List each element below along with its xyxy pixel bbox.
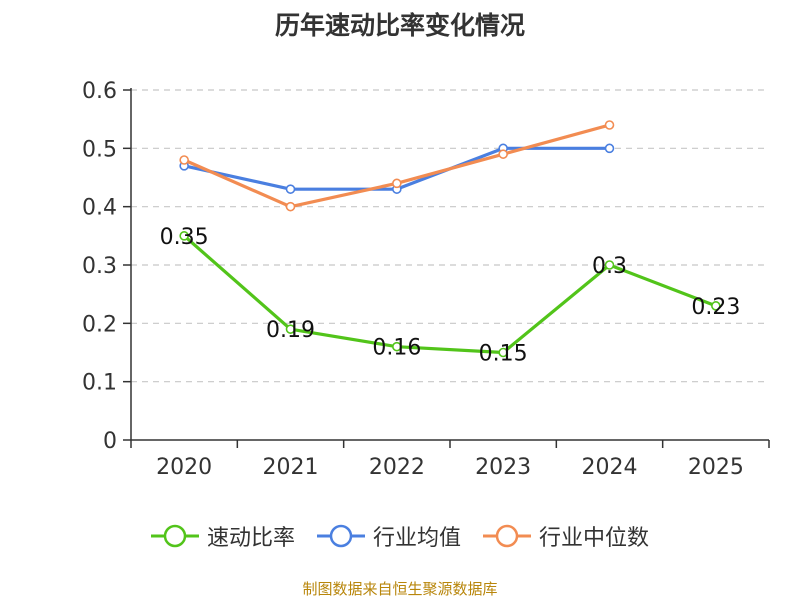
data-label: 0.35 <box>160 225 209 250</box>
y-tick-label: 0.2 <box>82 312 117 337</box>
data-labels: 0.35 0.19 0.16 0.15 0.3 0.23 <box>160 225 741 367</box>
legend-marker <box>495 524 519 548</box>
data-point-2 <box>498 149 508 159</box>
x-tick-label: 2020 <box>156 455 212 480</box>
chart-title: 历年速动比率变化情况 <box>274 11 525 40</box>
y-tick-label: 0.3 <box>82 254 117 279</box>
data-point-2 <box>179 155 189 165</box>
x-tick-label: 2024 <box>582 455 638 480</box>
x-tick-label: 2025 <box>688 455 744 480</box>
data-label: 0.3 <box>592 254 627 279</box>
data-label: 0.19 <box>266 318 315 343</box>
y-tick-label: 0 <box>103 429 117 454</box>
legend-swatch-icon <box>316 524 365 548</box>
series-line-2 <box>183 123 610 209</box>
data-point-2 <box>285 201 296 212</box>
y-tick-label: 0.1 <box>82 371 117 396</box>
y-tick-label: 0.5 <box>82 137 117 162</box>
data-label: 0.15 <box>479 342 528 367</box>
data-point-2 <box>392 178 402 189</box>
legend-swatch-icon <box>150 524 199 548</box>
x-tick-label: 2022 <box>369 455 425 480</box>
data-label: 0.16 <box>372 336 421 361</box>
legend-label: 速动比率 <box>206 526 295 551</box>
y-tick-label: 0.4 <box>82 196 117 221</box>
legend-label: 行业均值 <box>372 526 461 551</box>
series-line-0 <box>183 234 717 355</box>
data-point-0 <box>285 324 296 334</box>
legend-swatch-icon <box>483 524 531 548</box>
legend-item[interactable]: 速动比率 <box>150 520 295 552</box>
data-point-1 <box>285 184 296 194</box>
legend-marker <box>163 524 187 548</box>
source-note: 制图数据来自恒生聚源数据库 <box>302 580 498 598</box>
legend: 速动比率 行业均值 行业中位数 <box>0 518 800 554</box>
data-point-0 <box>392 341 402 352</box>
y-tick-label: 0.6 <box>82 79 117 104</box>
x-tick-label: 2021 <box>263 455 319 480</box>
gridlines <box>131 89 769 383</box>
data-point-2 <box>604 120 615 130</box>
data-point-0 <box>179 231 189 241</box>
legend-label: 行业中位数 <box>539 526 650 551</box>
data-label: 0.23 <box>691 295 740 320</box>
data-point-0 <box>604 260 615 270</box>
x-tick-label: 2023 <box>475 455 531 480</box>
legend-item[interactable]: 行业均值 <box>316 520 461 552</box>
data-point-0 <box>711 301 721 311</box>
axes: 0 0.1 0.2 0.3 0.4 0.5 0.6 2020 2021 2022 2023 2024 2… <box>82 79 770 480</box>
legend-marker <box>329 524 353 548</box>
data-point-0 <box>498 347 508 358</box>
legend-item[interactable]: 行业中位数 <box>483 520 649 552</box>
data-point-1 <box>604 143 615 154</box>
series-lines <box>179 120 721 358</box>
